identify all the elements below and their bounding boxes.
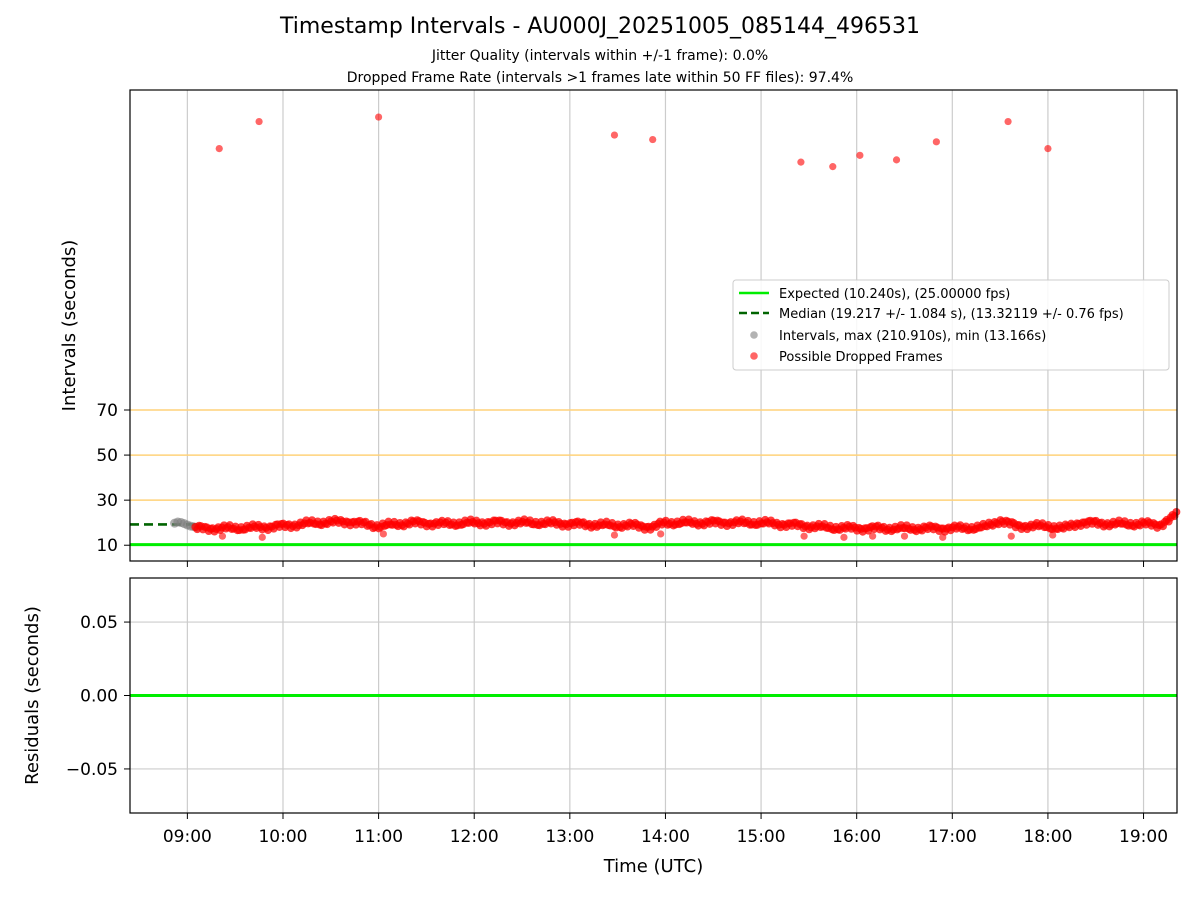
legend-entry-3: Possible Dropped Frames <box>779 350 943 365</box>
dropped-frame-outlier <box>1044 144 1052 153</box>
dropped-frame-outlier <box>892 156 901 164</box>
dropped-frame-outlier <box>379 530 387 538</box>
residuals-plot-frame <box>129 577 1178 814</box>
x-axis-label: Time (UTC) <box>603 856 704 877</box>
dropped-frame-outlier <box>215 144 223 153</box>
x-tick-label-16:00: 16:00 <box>832 827 881 847</box>
dropped-frame-outlier <box>649 135 657 144</box>
x-tick-label-10:00: 10:00 <box>258 827 307 847</box>
dropped-frame-outlier <box>610 531 619 539</box>
residuals-y-tick-label-1: 0.00 <box>80 687 118 707</box>
intervals-y-tick-label-30: 30 <box>96 491 118 511</box>
dropped-frame-outlier <box>900 532 909 540</box>
intervals-y-tick-label-50: 50 <box>96 446 118 466</box>
dropped-frame-outlier <box>856 151 864 159</box>
intervals-y-axis-label: Intervals (seconds) <box>59 240 80 412</box>
intervals-plot-frame <box>129 89 1178 562</box>
legend-entry-0: Expected (10.240s), (25.00000 fps) <box>779 287 1010 302</box>
x-tick-label-11:00: 11:00 <box>354 827 403 847</box>
dropped-frame-outlier <box>939 533 947 541</box>
chart-subtitle-dropped: Dropped Frame Rate (intervals >1 frames … <box>346 70 854 86</box>
residuals-y-tick-label-0: 0.05 <box>80 613 118 633</box>
x-tick-label-15:00: 15:00 <box>737 827 786 847</box>
dropped-frame-outlier <box>218 532 227 540</box>
intervals-y-tick-label-10: 10 <box>96 536 118 556</box>
dropped-frame-outlier <box>800 532 808 540</box>
legend-intervals-swatch <box>750 331 758 339</box>
x-tick-label-13:00: 13:00 <box>545 827 594 847</box>
dropped-frame-outlier <box>869 532 877 540</box>
x-tick-label-12:00: 12:00 <box>450 827 499 847</box>
legend-box <box>732 279 1170 371</box>
x-tick-label-09:00: 09:00 <box>163 827 212 847</box>
legend-entry-1: Median (19.217 +/- 1.084 s), (13.32119 +… <box>779 307 1124 322</box>
x-tick-label-17:00: 17:00 <box>928 827 977 847</box>
dropped-frame-outlier <box>932 138 940 146</box>
dropped-frame-outlier <box>1004 117 1012 126</box>
legend-entry-2: Intervals, max (210.910s), min (13.166s) <box>779 329 1046 344</box>
dropped-frame-outlier <box>657 530 665 538</box>
dropped-frame-outlier <box>258 533 266 541</box>
residuals-panel: 09:00 10:00 11:00 12:00 13:00 14:00 15:00 16:00… <box>22 577 1178 877</box>
residuals-y-axis-label: Residuals (seconds) <box>22 606 43 785</box>
chart-title: Timestamp Intervals - AU000J_20251005_08… <box>279 14 920 39</box>
dropped-frame-outlier <box>375 113 383 121</box>
dropped-frame-outlier <box>1007 532 1015 540</box>
dropped-frame-outlier <box>840 533 848 541</box>
x-tick-label-14:00: 14:00 <box>641 827 690 847</box>
residuals-y-tick-label-2: −0.05 <box>66 760 118 780</box>
x-tick-label-18:00: 18:00 <box>1023 827 1072 847</box>
dropped-frame-outlier <box>255 117 263 126</box>
legend: Expected (10.240s), (25.00000 fps) Median… <box>732 279 1170 371</box>
intervals-y-tick-label-70: 70 <box>96 401 118 421</box>
dropped-frame-outlier <box>797 158 805 166</box>
legend-dropped-swatch <box>750 352 758 360</box>
chart-subtitle-jitter: Jitter Quality (intervals within +/-1 fr… <box>431 48 769 64</box>
dropped-frame-outlier <box>1049 531 1057 539</box>
dropped-frame-outlier <box>829 163 837 171</box>
dropped-frame-outlier <box>610 131 619 139</box>
dropped-frame-point <box>1172 507 1181 516</box>
x-tick-label-19:00: 19:00 <box>1119 827 1168 847</box>
